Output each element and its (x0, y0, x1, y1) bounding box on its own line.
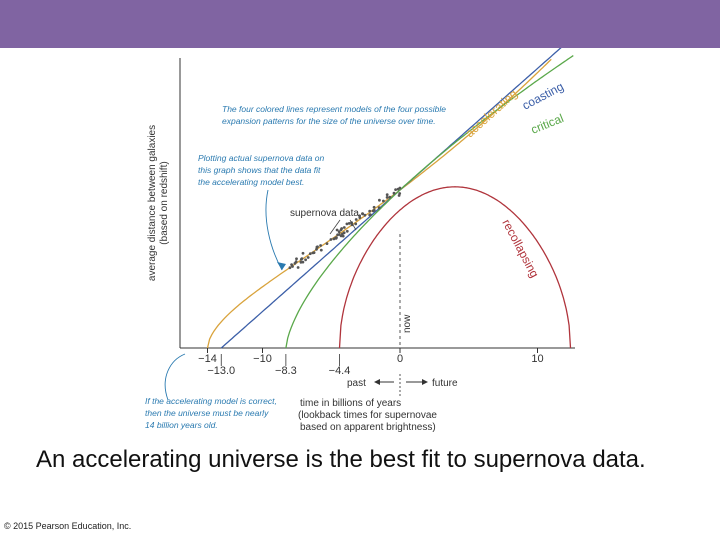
age-note-line2: then the universe must be nearly (145, 408, 269, 418)
y-axis-sublabel: (based on redshift) (159, 161, 170, 244)
supernova-point (325, 242, 329, 246)
supernova-point (398, 186, 402, 190)
supernova-point (372, 208, 376, 212)
supernova-point (301, 251, 305, 255)
supernova-point (308, 252, 312, 256)
expansion-models-chart: average distance between galaxies (based… (145, 48, 575, 433)
supernova-point (329, 238, 333, 241)
supernova-point (385, 196, 389, 199)
supernova-point (385, 193, 389, 197)
supernova-point (334, 236, 338, 240)
x-tick-start-label: −13.0 (207, 365, 235, 377)
x-tick-label: 0 (397, 353, 403, 365)
x-tick-start-label: −8.3 (275, 365, 297, 377)
supernova-point (306, 256, 310, 259)
fit-note-line1: Plotting actual supernova data on (198, 153, 324, 163)
x-tick-label: −10 (253, 353, 272, 365)
supernova-point (319, 248, 323, 252)
supernova-point (388, 195, 392, 199)
supernova-point (368, 209, 372, 213)
label-recollapsing: recollapsing (499, 217, 541, 280)
y-axis-label: average distance between galaxies (147, 125, 158, 281)
past-arrowhead (374, 379, 380, 385)
supernova-point (347, 222, 351, 225)
fit-note-arrowhead (277, 262, 286, 270)
models-note-line2: expansion patterns for the size of the u… (222, 116, 436, 126)
supernova-point (291, 265, 294, 268)
supernova-point (354, 218, 358, 221)
supernova-point (378, 198, 381, 202)
curve-critical (285, 55, 574, 349)
supernova-point (312, 251, 316, 255)
supernova-label: supernova data (290, 208, 359, 219)
supernova-point (304, 258, 307, 262)
x-axis-sublabel-2: based on apparent brightness) (300, 422, 436, 433)
supernova-point (394, 188, 397, 192)
x-axis-label: time in billions of years (300, 398, 401, 409)
supernova-point (392, 191, 396, 195)
age-note-arrow (164, 353, 186, 401)
supernova-point (398, 192, 402, 195)
supernova-point (345, 229, 349, 233)
future-arrowhead (422, 379, 428, 385)
supernova-pointer-2 (349, 219, 357, 231)
supernova-pointer-1 (329, 219, 341, 235)
label-accelerating: accelerating (463, 87, 520, 141)
supernova-point (296, 266, 300, 269)
supernova-point (354, 222, 358, 226)
supernova-point (341, 232, 344, 236)
header-bar (0, 0, 720, 48)
x-tick-start-label: −4.4 (329, 365, 351, 377)
supernova-point (319, 244, 322, 247)
label-critical: critical (529, 111, 566, 137)
supernova-point (337, 230, 341, 234)
supernova-point (295, 257, 298, 261)
supernova-point (363, 213, 367, 217)
age-note-line3: 14 billion years old. (145, 420, 218, 430)
supernova-point (293, 262, 297, 265)
supernova-point (315, 247, 318, 251)
supernova-point (382, 199, 385, 203)
fit-note-arrow (265, 189, 283, 271)
supernova-point (300, 257, 304, 260)
curve-recollapsing (338, 186, 572, 349)
supernova-point (288, 266, 292, 270)
x-axis-sublabel-1: (lookback times for supernovae (298, 410, 437, 421)
x-tick-label: −14 (198, 353, 217, 365)
supernova-point (345, 222, 349, 226)
supernova-point (361, 212, 364, 216)
fit-note-line3: the accelerating model best. (198, 177, 304, 187)
supernova-point (316, 245, 319, 249)
age-note-line1: If the accelerating model is correct, (145, 396, 277, 406)
future-label: future (432, 378, 458, 389)
supernova-point (301, 260, 305, 264)
supernova-point (341, 234, 345, 238)
label-coasting: coasting (520, 79, 566, 112)
supernova-point (339, 234, 343, 238)
supernova-point (372, 205, 376, 209)
supernova-point (335, 228, 339, 232)
copyright-notice: © 2015 Pearson Education, Inc. (4, 521, 132, 531)
supernova-point (339, 228, 343, 232)
supernova-point (358, 214, 361, 218)
x-tick-label: 10 (531, 353, 543, 365)
slide-caption: An accelerating universe is the best fit… (36, 446, 646, 473)
now-label: now (402, 314, 413, 333)
past-label: past (347, 378, 366, 389)
supernova-point (368, 213, 372, 217)
curve-coasting (220, 48, 562, 349)
supernova-point (336, 233, 339, 237)
supernova-point (377, 206, 381, 210)
models-note-line1: The four colored lines represent models … (222, 104, 446, 114)
supernova-point (342, 226, 346, 229)
fit-note-line2: this graph shows that the data fit (198, 165, 321, 175)
